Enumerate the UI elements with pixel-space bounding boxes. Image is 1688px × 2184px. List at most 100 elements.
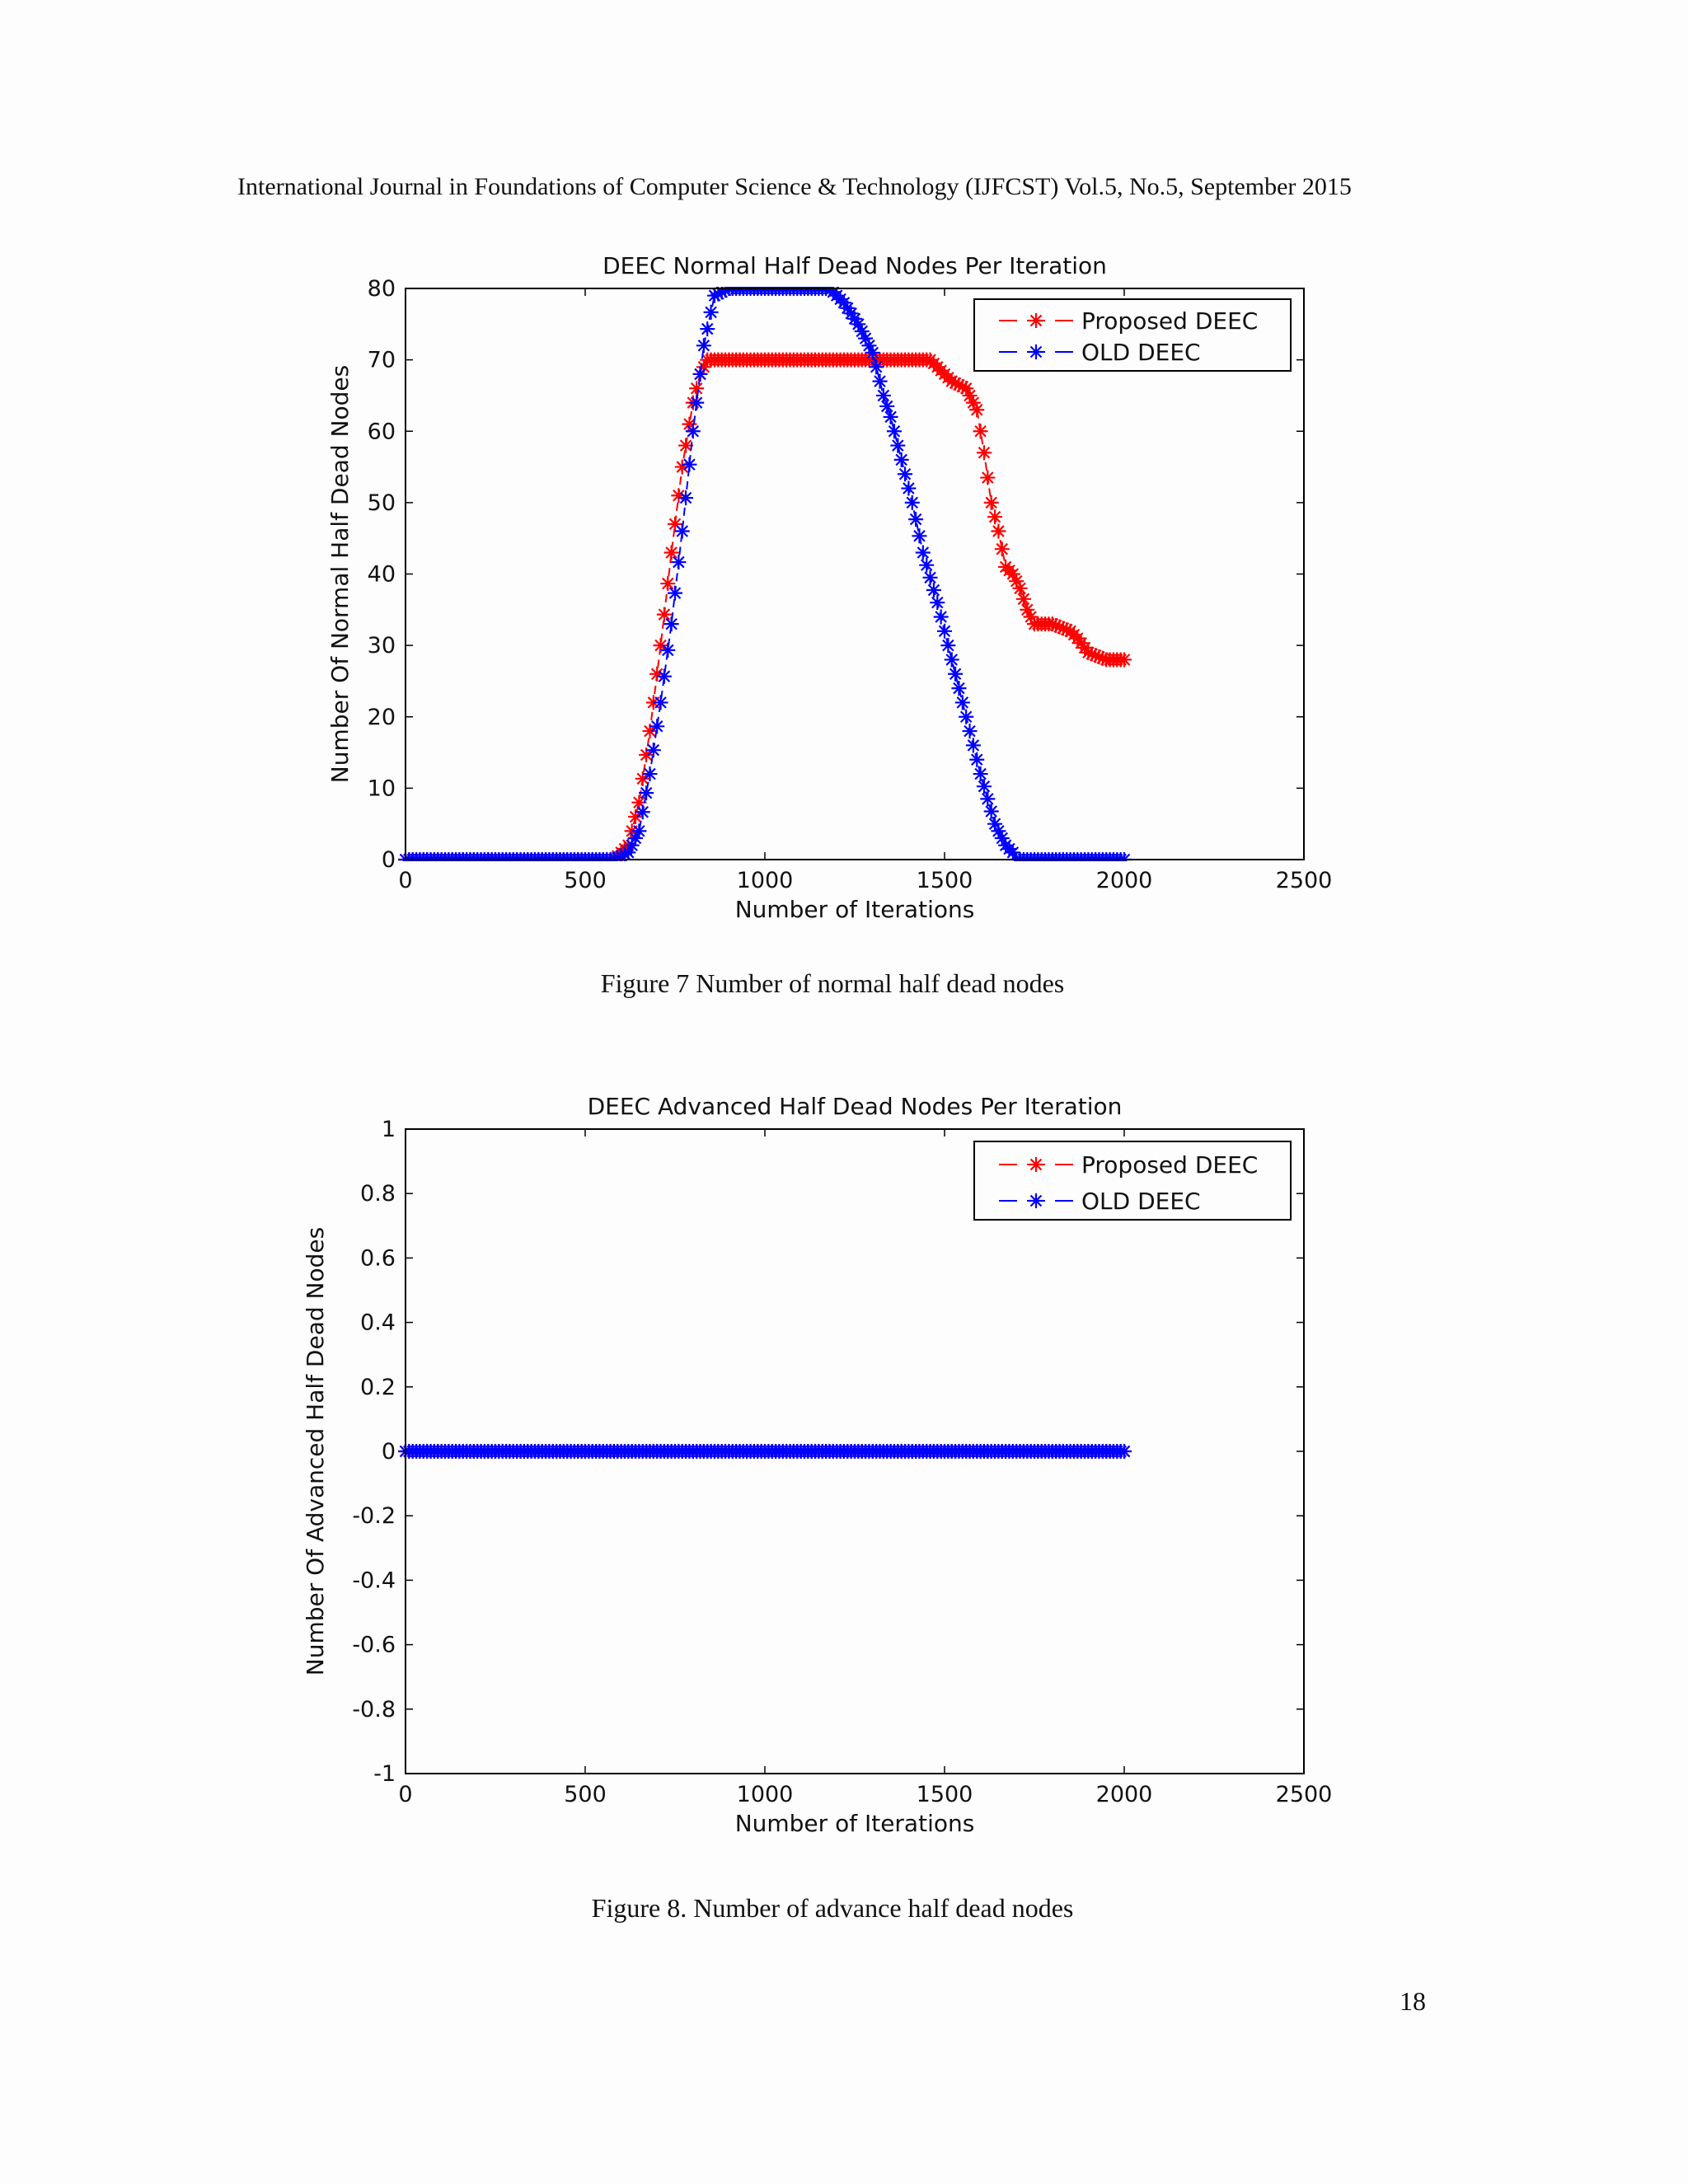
- y-tick-label: 0: [382, 847, 396, 873]
- data-point-marker: [1117, 1444, 1132, 1459]
- y-tick-label: -0.6: [352, 1633, 396, 1658]
- data-point-marker: [656, 607, 672, 622]
- data-point-marker: [1117, 652, 1132, 668]
- data-point-marker: [678, 438, 694, 453]
- data-point-marker: [948, 666, 964, 682]
- data-point-marker: [718, 287, 734, 298]
- data-point-marker: [890, 438, 906, 453]
- axes-frame: [405, 288, 1305, 860]
- data-point-marker: [674, 459, 690, 475]
- x-tick-label: 1500: [917, 1782, 973, 1807]
- data-point-marker: [1009, 574, 1025, 589]
- data-point-marker: [847, 311, 862, 326]
- data-point-marker: [959, 381, 974, 396]
- data-point-marker: [901, 480, 917, 496]
- data-point-marker: [696, 338, 711, 354]
- data-point-marker: [668, 516, 682, 532]
- data-point-marker: [983, 804, 999, 819]
- data-point-marker: [1088, 648, 1104, 663]
- data-point-marker: [671, 555, 687, 570]
- x-tick-label: 2500: [1276, 1782, 1333, 1807]
- data-point-marker: [937, 623, 952, 639]
- data-point-marker: [994, 831, 1010, 846]
- y-tick-label: 0.8: [360, 1181, 396, 1207]
- x-tick-label: 2000: [1096, 1782, 1153, 1807]
- data-point-marker: [639, 747, 654, 762]
- data-point-marker: [1015, 591, 1031, 607]
- data-point-marker: [962, 724, 978, 739]
- data-point-marker: [610, 850, 626, 861]
- data-point-marker: [700, 321, 715, 337]
- data-point-marker: [1023, 609, 1039, 625]
- data-point-marker: [926, 582, 941, 598]
- data-point-marker: [1048, 617, 1064, 633]
- data-point-marker: [692, 366, 708, 382]
- data-point-marker: [969, 402, 985, 418]
- data-point-marker: [965, 395, 981, 410]
- y-tick-label: 0.2: [360, 1375, 396, 1400]
- data-point-marker: [883, 409, 898, 424]
- y-tick-label: 70: [368, 348, 396, 373]
- data-point-marker: [642, 766, 658, 782]
- data-point-marker: [919, 557, 935, 573]
- data-point-marker: [703, 304, 719, 320]
- legend-marker: [1029, 1157, 1043, 1172]
- x-tick-label: 0: [398, 1782, 412, 1807]
- data-point-marker: [954, 695, 970, 710]
- x-axis-label: Number of Iterations: [735, 1810, 975, 1837]
- data-point-marker: [840, 300, 856, 316]
- data-point-marker: [685, 424, 701, 439]
- data-point-marker: [948, 375, 964, 391]
- data-point-marker: [944, 373, 959, 389]
- data-point-marker: [879, 398, 895, 414]
- data-point-marker: [898, 466, 913, 482]
- data-point-marker: [959, 709, 974, 724]
- data-point-marker: [836, 295, 851, 311]
- data-point-marker: [682, 416, 697, 432]
- plot-area: [406, 288, 1304, 860]
- chart-advanced-half-dead-nodes: DEEC Advanced Half Dead Nodes Per Iterat…: [302, 1093, 1333, 1837]
- data-point-marker: [904, 494, 920, 510]
- data-point-marker: [969, 752, 985, 767]
- data-point-marker: [710, 287, 726, 302]
- data-point-marker: [1091, 649, 1107, 664]
- data-point-marker: [628, 809, 644, 825]
- data-point-marker: [1081, 644, 1096, 660]
- data-point-marker: [1012, 580, 1028, 596]
- data-point-marker: [980, 470, 996, 485]
- data-point-marker: [628, 831, 644, 846]
- data-point-marker: [973, 766, 988, 782]
- data-point-marker: [965, 738, 981, 753]
- data-point-marker: [617, 846, 632, 861]
- data-point-marker: [912, 528, 927, 544]
- data-point-marker: [696, 359, 711, 375]
- data-point-marker: [854, 323, 870, 339]
- data-point-marker: [635, 771, 650, 786]
- y-axis-label: Number Of Normal Half Dead Nodes: [326, 365, 354, 783]
- series-old-deec: [398, 1444, 1132, 1459]
- y-tick-label: 60: [368, 419, 396, 444]
- data-point-marker: [987, 816, 1003, 832]
- data-point-marker: [714, 287, 729, 300]
- y-tick-label: 0.4: [360, 1310, 396, 1336]
- y-tick-label: 0.6: [360, 1245, 396, 1271]
- data-point-marker: [851, 316, 866, 332]
- x-tick-label: 2500: [1276, 868, 1333, 893]
- data-point-marker: [994, 541, 1010, 557]
- data-point-marker: [649, 719, 665, 734]
- x-tick-label: 500: [564, 1782, 607, 1807]
- legend-label: Proposed DEEC: [1081, 1151, 1258, 1179]
- data-point-marker: [976, 445, 992, 461]
- data-point-marker: [1095, 650, 1110, 666]
- data-point-marker: [649, 666, 665, 682]
- data-point-marker: [954, 379, 970, 395]
- legend-label: OLD DEEC: [1081, 1188, 1201, 1215]
- data-point-marker: [1055, 621, 1071, 636]
- data-point-marker: [682, 457, 697, 472]
- legend-box: [973, 298, 1292, 372]
- y-tick-label: 0: [382, 1439, 396, 1465]
- data-point-marker: [951, 377, 967, 392]
- data-point-marker: [660, 642, 676, 658]
- axes-frame: [405, 1128, 1305, 1774]
- data-point-marker: [922, 569, 938, 585]
